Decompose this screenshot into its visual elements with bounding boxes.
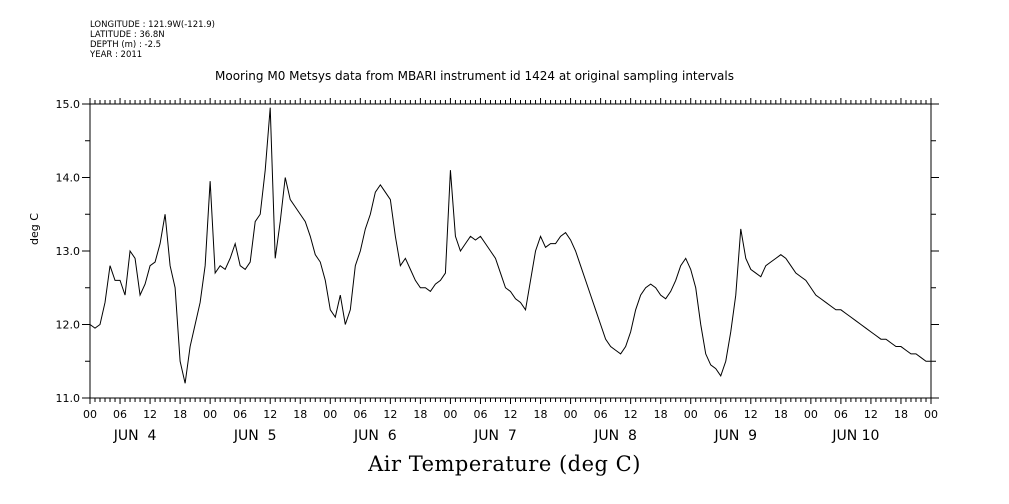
y-tick-label: 15.0 <box>56 98 81 111</box>
chart-title: Mooring M0 Metsys data from MBARI instru… <box>215 69 734 83</box>
x-hour-label: 00 <box>203 408 217 421</box>
x-hour-label: 18 <box>173 408 187 421</box>
x-hour-label: 06 <box>473 408 487 421</box>
x-hour-label: 18 <box>293 408 307 421</box>
axis-ticks <box>82 98 939 404</box>
y-tick-label: 11.0 <box>56 392 81 405</box>
x-hour-label: 12 <box>504 408 518 421</box>
plot-frame <box>89 103 932 399</box>
x-hour-label: 12 <box>263 408 277 421</box>
series-line <box>89 107 931 384</box>
x-hour-label: 18 <box>654 408 668 421</box>
metadata-year: YEAR : 2011 <box>90 50 143 60</box>
x-hour-label: 12 <box>143 408 157 421</box>
metadata-longitude: LONGITUDE : 121.9W(-121.9) <box>90 20 215 30</box>
x-hour-label: 18 <box>413 408 427 421</box>
x-hour-label: 12 <box>864 408 878 421</box>
x-hour-label: 06 <box>353 408 367 421</box>
x-hour-label: 12 <box>744 408 758 421</box>
x-hour-label: 12 <box>383 408 397 421</box>
x-day-label: JUN 10 <box>831 428 879 444</box>
x-axis-label: Air Temperature (deg C) <box>368 452 641 476</box>
x-day-label: JUN 6 <box>353 428 397 444</box>
x-hour-label: 18 <box>894 408 908 421</box>
x-hour-label: 18 <box>774 408 788 421</box>
y-tick-label: 12.0 <box>56 319 81 332</box>
y-tick-label: 13.0 <box>56 245 81 258</box>
metadata-depth: DEPTH (m) : -2.5 <box>90 40 162 50</box>
axis-tick-labels: 11.0 12.0 13.0 14.0 15.0 00 06 12 18 00 06 12 18 00 06… <box>56 98 939 444</box>
x-hour-label: 00 <box>83 408 97 421</box>
x-hour-label: 00 <box>323 408 337 421</box>
x-hour-label: 12 <box>624 408 638 421</box>
metadata-block: LONGITUDE : 121.9W(-121.9) LATITUDE : 36… <box>90 20 215 60</box>
x-day-label: JUN 5 <box>233 428 277 444</box>
x-day-label: JUN 4 <box>113 428 157 444</box>
x-hour-label: 00 <box>564 408 578 421</box>
metadata-latitude: LATITUDE : 36.8N <box>90 30 165 40</box>
x-hour-label: 06 <box>714 408 728 421</box>
y-tick-label: 14.0 <box>56 172 81 185</box>
x-day-label: JUN 7 <box>473 428 517 444</box>
x-day-label: JUN 8 <box>593 428 637 444</box>
x-hour-label: 18 <box>534 408 548 421</box>
x-hour-label: 00 <box>804 408 818 421</box>
x-hour-label: 00 <box>443 408 457 421</box>
x-hour-label: 00 <box>684 408 698 421</box>
x-day-label: JUN 9 <box>713 428 757 444</box>
x-hour-label: 06 <box>834 408 848 421</box>
x-hour-label: 06 <box>233 408 247 421</box>
x-hour-label: 00 <box>924 408 938 421</box>
x-hour-label: 06 <box>594 408 608 421</box>
x-hour-label: 06 <box>113 408 127 421</box>
